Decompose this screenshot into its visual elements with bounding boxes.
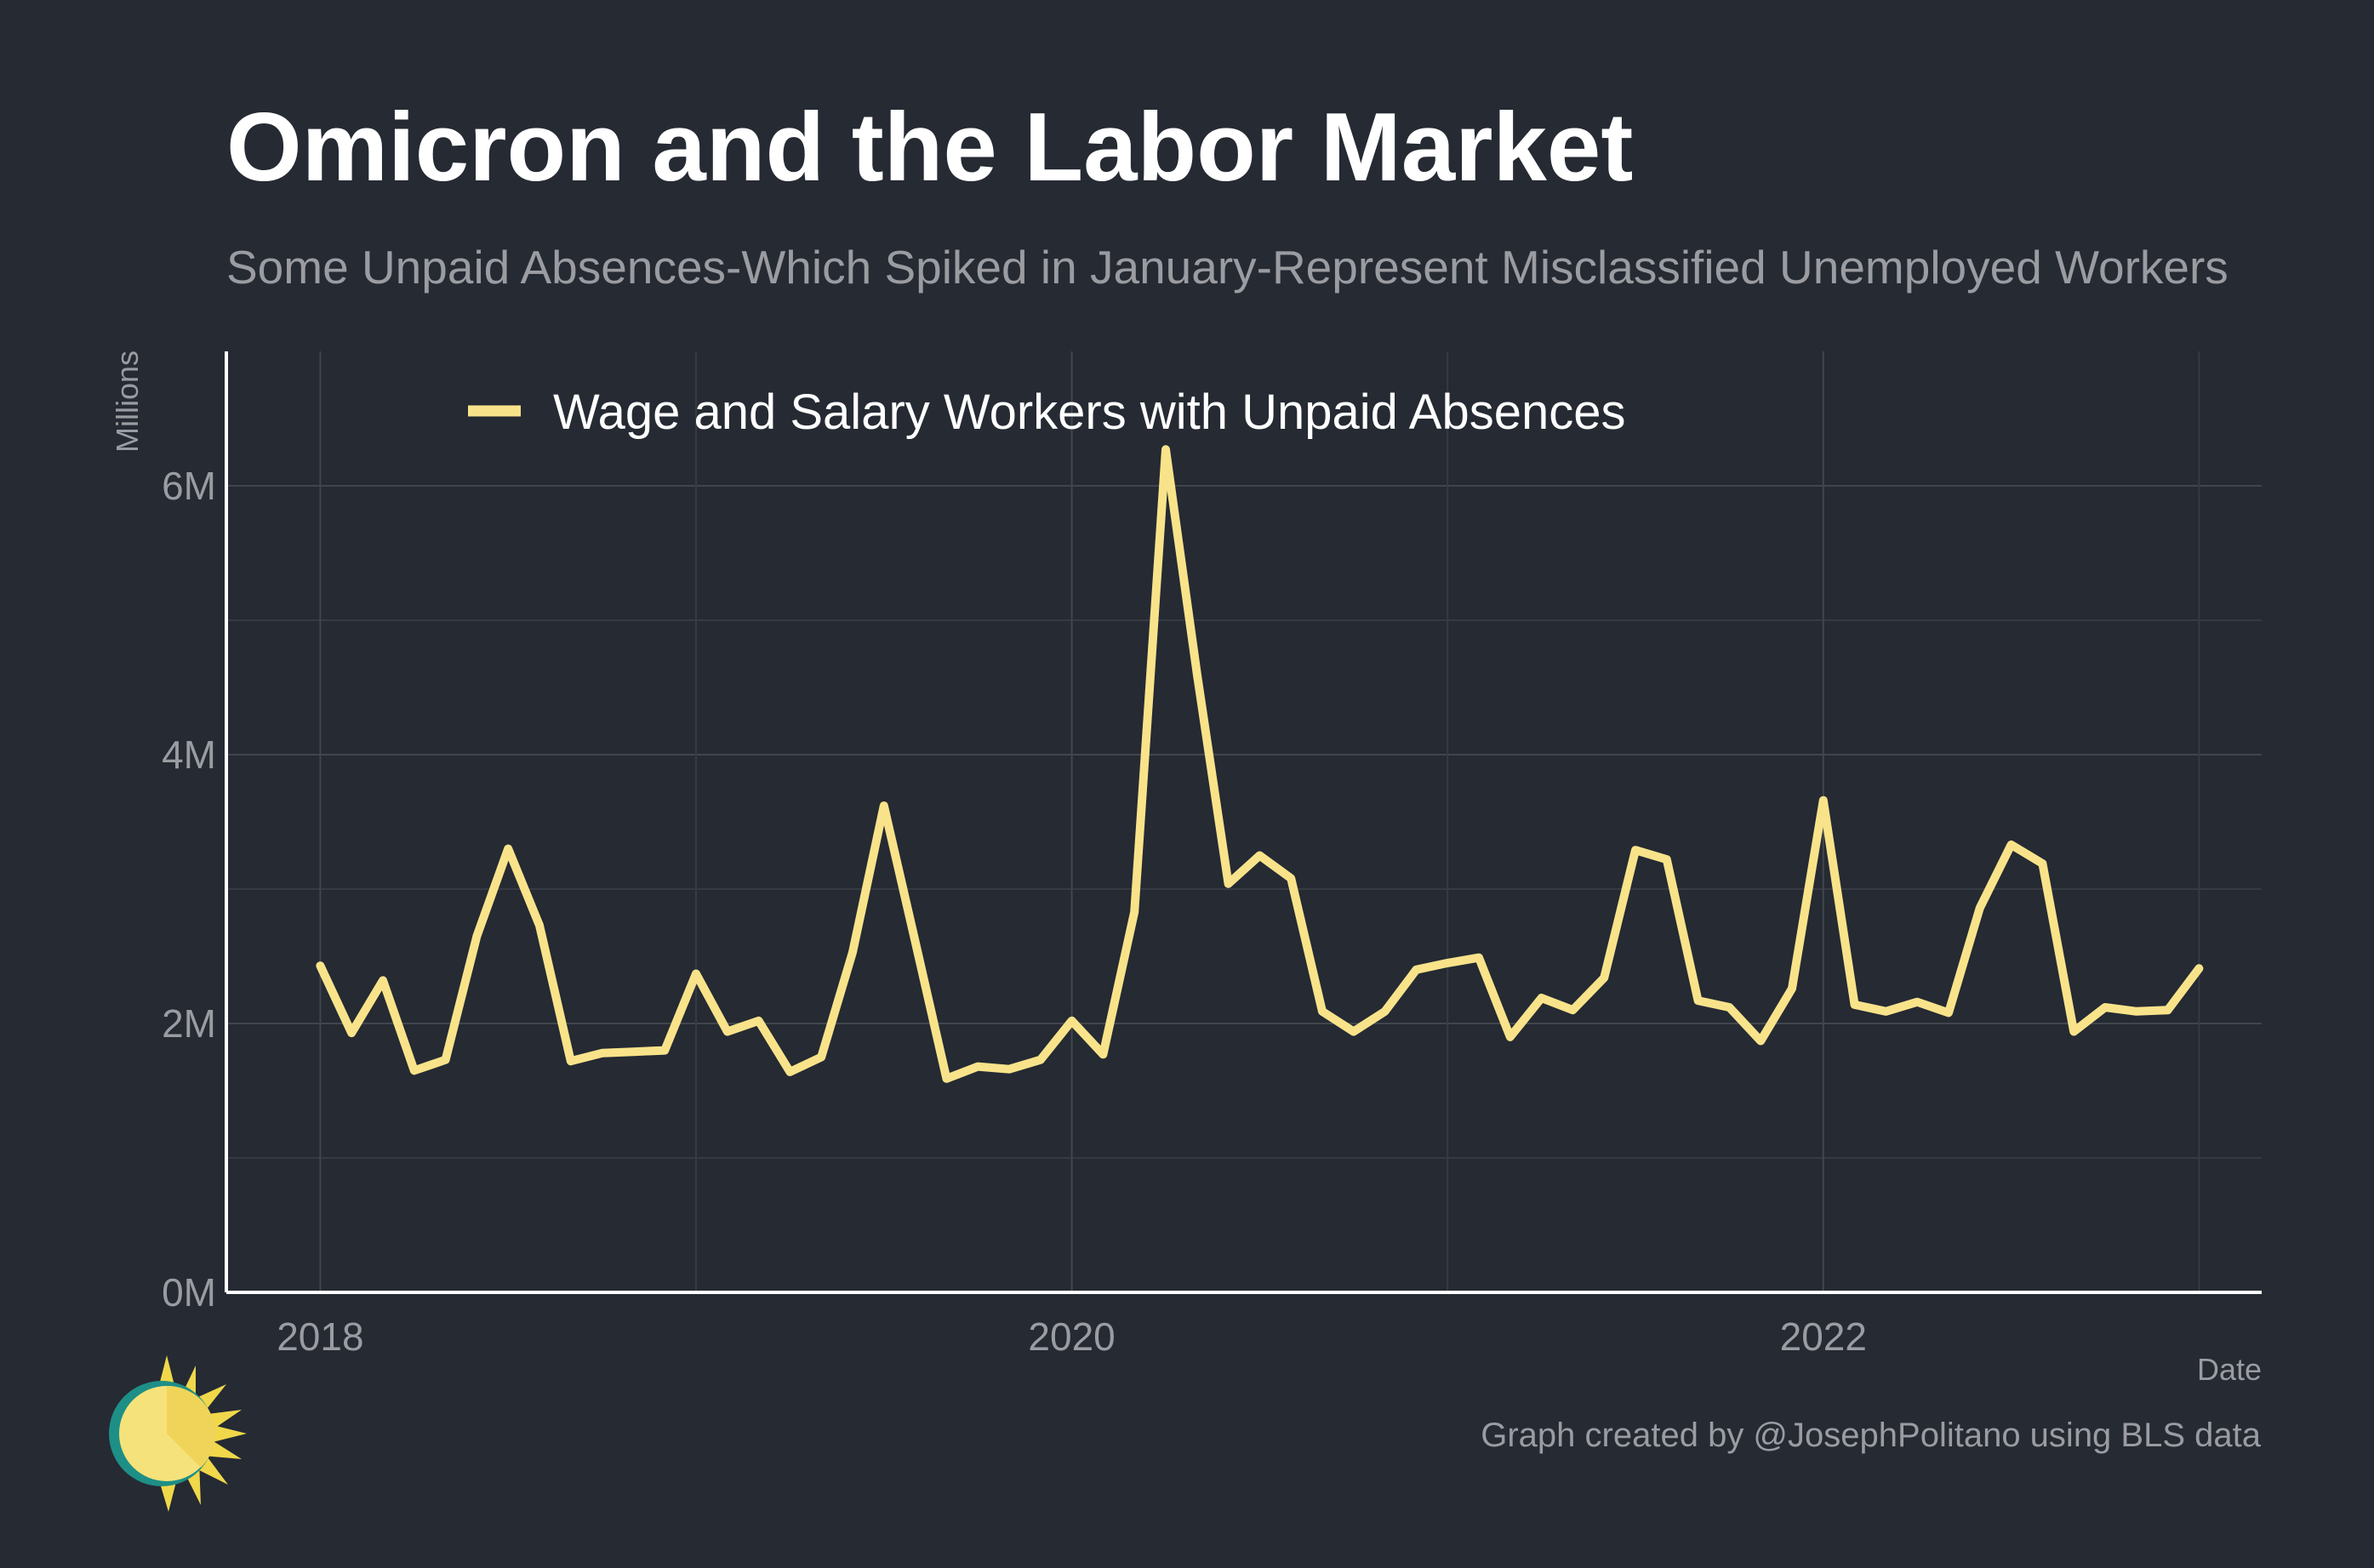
y-tick-label: 2M [162, 1001, 216, 1046]
chart-subtitle: Some Unpaid Absences-Which Spiked in Jan… [226, 241, 2228, 294]
y-axis-title: Millions [110, 351, 145, 453]
chart-caption: Graph created by @JosephPolitano using B… [1481, 1417, 2261, 1454]
sun-logo-icon [109, 1355, 247, 1512]
x-axis-title: Date [2197, 1352, 2262, 1387]
x-tick-label: 2022 [1780, 1314, 1867, 1359]
sun-shade [167, 1385, 215, 1468]
y-tick-label: 4M [162, 733, 216, 777]
y-tick-label: 0M [162, 1270, 216, 1314]
series-line [316, 445, 2204, 1083]
x-tick-label: 2020 [1028, 1314, 1115, 1359]
x-tick-label: 2018 [277, 1314, 363, 1359]
y-tick-label: 6M [162, 464, 216, 508]
legend: Wage and Salary Workers with Unpaid Abse… [468, 385, 1626, 440]
series-layer [316, 445, 2204, 1083]
grid-lines [226, 351, 2262, 1292]
chart-title: Omicron and the Labor Market [226, 94, 1634, 202]
axes [225, 351, 2262, 1294]
tick-labels: 0M 2M 4M 6M 2018 2020 2022 [162, 464, 1867, 1359]
legend-label: Wage and Salary Workers with Unpaid Abse… [553, 385, 1626, 440]
